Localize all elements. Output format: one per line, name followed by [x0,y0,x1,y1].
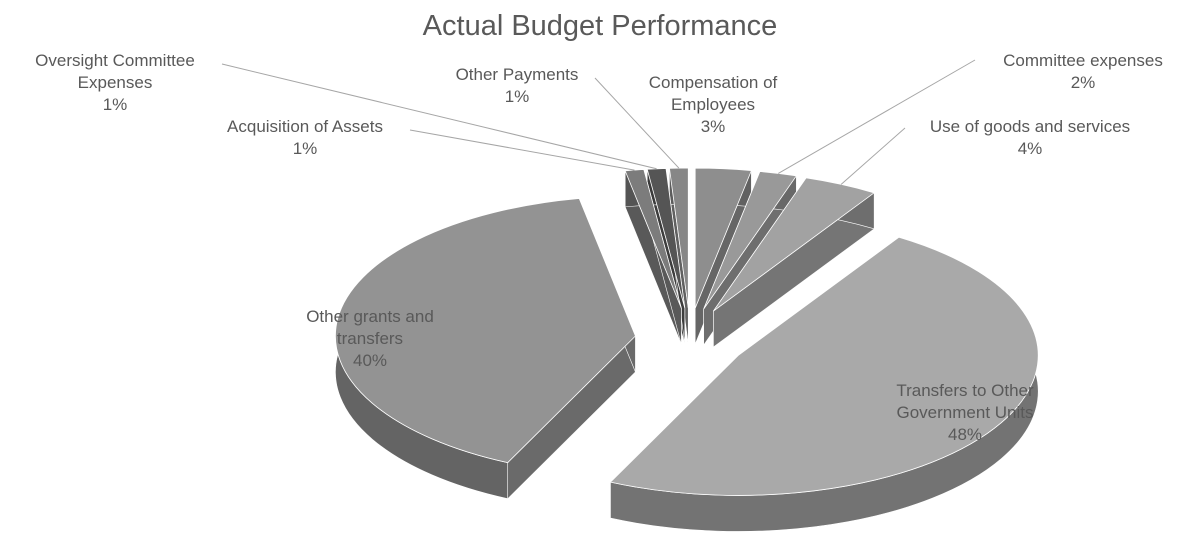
label-name: Compensation of Employees [648,73,778,114]
label-name: Other grants and transfers [306,307,434,348]
data-label: Transfers to Other Government Units 48% [860,380,1070,446]
label-value: 3% [700,117,726,136]
label-value: 40% [352,351,388,370]
label-value: 4% [1017,139,1043,158]
pie-slice [694,167,752,309]
label-name: Acquisition of Assets [227,117,383,136]
data-label: Oversight Committee Expenses 1% [5,50,225,116]
data-label: Use of goods and services 4% [895,116,1165,160]
leader-line [778,59,976,174]
data-label: Committee expenses 2% [968,50,1198,94]
pie-slice [624,169,682,309]
leader-line [594,77,680,169]
leader-line [221,63,657,170]
label-value: 1% [504,87,530,106]
data-label: Other Payments 1% [427,64,607,108]
label-name: Oversight Committee Expenses [35,51,195,92]
leader-line [409,129,635,171]
label-name: Transfers to Other Government Units [896,381,1034,422]
data-label: Acquisition of Assets 1% [195,116,415,160]
leader-line [840,127,906,185]
label-value: 2% [1070,73,1096,92]
chart-title: Actual Budget Performance [422,10,778,42]
label-name: Use of goods and services [929,117,1131,136]
label-value: 1% [292,139,318,158]
label-value: 1% [102,95,128,114]
label-value: 48% [947,425,983,444]
data-label: Other grants and transfers 40% [285,306,455,372]
pie-slice [335,198,636,464]
label-name: Committee expenses [1003,51,1163,70]
label-name: Other Payments [455,65,579,84]
pie-slice [609,236,1039,496]
pie-slice [703,171,798,310]
data-label: Compensation of Employees 3% [618,72,808,138]
pie-slice [713,177,876,312]
